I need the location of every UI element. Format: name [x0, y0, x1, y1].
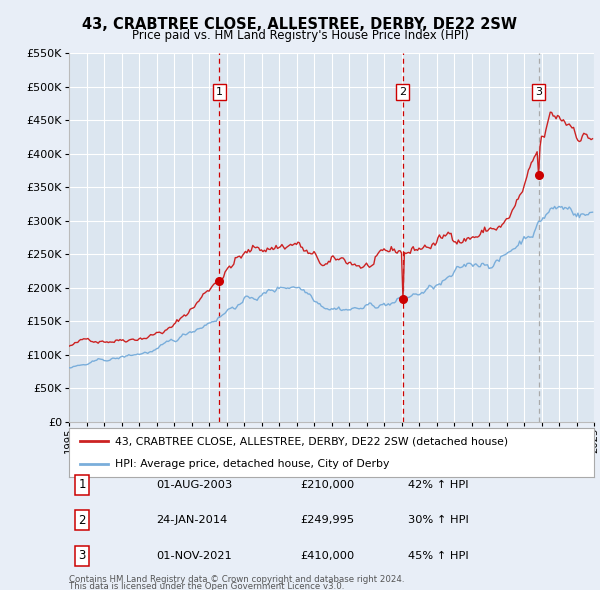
- Text: 2: 2: [399, 87, 406, 97]
- Text: 01-AUG-2003: 01-AUG-2003: [156, 480, 232, 490]
- Text: HPI: Average price, detached house, City of Derby: HPI: Average price, detached house, City…: [115, 458, 389, 468]
- Text: 1: 1: [215, 87, 223, 97]
- Text: 3: 3: [79, 549, 86, 562]
- Text: Contains HM Land Registry data © Crown copyright and database right 2024.: Contains HM Land Registry data © Crown c…: [69, 575, 404, 584]
- Text: 42% ↑ HPI: 42% ↑ HPI: [408, 480, 469, 490]
- Text: This data is licensed under the Open Government Licence v3.0.: This data is licensed under the Open Gov…: [69, 582, 344, 590]
- Text: Price paid vs. HM Land Registry's House Price Index (HPI): Price paid vs. HM Land Registry's House …: [131, 30, 469, 42]
- Text: 30% ↑ HPI: 30% ↑ HPI: [408, 516, 469, 525]
- Text: 24-JAN-2014: 24-JAN-2014: [156, 516, 227, 525]
- Text: £410,000: £410,000: [300, 551, 354, 560]
- Text: £249,995: £249,995: [300, 516, 354, 525]
- Text: 3: 3: [535, 87, 542, 97]
- Text: £210,000: £210,000: [300, 480, 354, 490]
- Text: 45% ↑ HPI: 45% ↑ HPI: [408, 551, 469, 560]
- Text: 01-NOV-2021: 01-NOV-2021: [156, 551, 232, 560]
- Text: 1: 1: [79, 478, 86, 491]
- Text: 2: 2: [79, 514, 86, 527]
- Text: 43, CRABTREE CLOSE, ALLESTREE, DERBY, DE22 2SW: 43, CRABTREE CLOSE, ALLESTREE, DERBY, DE…: [83, 17, 517, 31]
- Text: 43, CRABTREE CLOSE, ALLESTREE, DERBY, DE22 2SW (detached house): 43, CRABTREE CLOSE, ALLESTREE, DERBY, DE…: [115, 437, 508, 447]
